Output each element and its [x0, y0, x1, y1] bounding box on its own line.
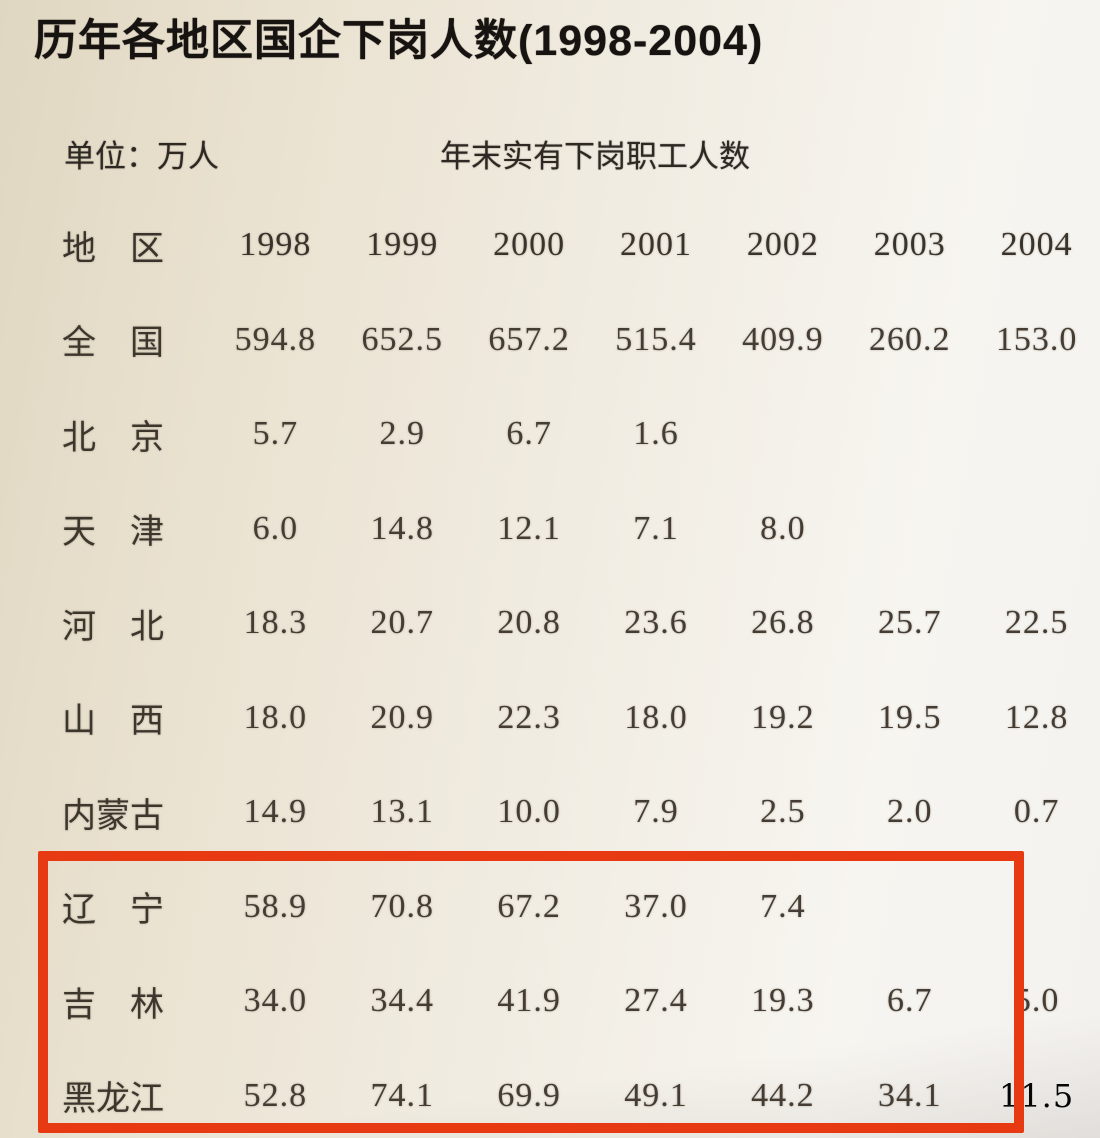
value-cell: 8.0 [760, 509, 806, 547]
table-row-heilongjiang: 黑龙江 52.8 74.1 69.9 49.1 44.2 34.1 11.5 [0, 1049, 1100, 1138]
table-row-shanxi: 山 西 18.0 20.9 22.3 18.0 19.2 19.5 12.8 [0, 671, 1100, 766]
value-cell: 153.0 [995, 320, 1078, 358]
unit-label: 单位：万人 [64, 139, 219, 174]
value-cell: 67.2 [497, 887, 561, 925]
value-cell: 594.8 [234, 320, 317, 358]
value-cell: 19.2 [751, 698, 815, 736]
region-cell: 天 津 [62, 514, 164, 552]
table-row-national: 全 国 594.8 652.5 657.2 515.4 409.9 260.2 … [0, 293, 1100, 388]
region-cell: 吉 林 [62, 986, 164, 1024]
table-row-beijing: 北 京 5.7 2.9 6.7 1.6 [0, 387, 1100, 482]
value-cell: 18.3 [243, 604, 308, 642]
value-cell: 37.0 [624, 887, 688, 925]
value-cell: 6.7 [506, 415, 552, 453]
value-cell: 10.0 [497, 793, 561, 831]
subtitle: 年末实有下岗职工人数 [440, 139, 750, 174]
value-cell: 7.1 [633, 509, 679, 547]
value-cell: 13.1 [370, 793, 435, 831]
value-cell: 12.8 [1004, 698, 1069, 736]
value-cell: 1.6 [633, 415, 679, 453]
value-cell: 7.9 [633, 793, 679, 831]
value-cell: 12.1 [497, 509, 561, 547]
value-cell: 18.0 [624, 698, 688, 736]
value-cell: 23.6 [624, 604, 688, 642]
value-cell: 34.0 [243, 982, 308, 1020]
value-cell: 260.2 [868, 320, 951, 358]
value-cell: 44.2 [751, 1076, 815, 1114]
value-cell: 5.7 [252, 415, 299, 453]
page-title: 历年各地区国企下岗人数(1998-2004) [34, 17, 764, 65]
year-header-cell: 2003 [873, 226, 946, 264]
value-cell: 34.1 [877, 1076, 942, 1114]
meta-row: 单位：万人 年末实有下岗职工人数 [0, 131, 1100, 175]
year-header-cell: 2004 [1000, 226, 1073, 264]
value-cell: 657.2 [488, 320, 570, 358]
value-cell: 49.1 [624, 1076, 688, 1114]
year-header-cell: 2002 [746, 226, 819, 264]
value-cell: 26.8 [751, 604, 815, 642]
value-cell: 18.0 [243, 698, 308, 736]
value-cell: 70.8 [370, 887, 435, 925]
value-cell: 2.0 [886, 793, 933, 831]
value-cell: 14.8 [370, 509, 435, 547]
table-row-neimenggu: 内蒙古 14.9 13.1 10.0 7.9 2.5 2.0 0.7 [0, 765, 1100, 860]
table-header-row: 地 区 1998 1999 2000 2001 2002 2003 2004 [0, 198, 1100, 293]
layoff-table: 地 区 1998 1999 2000 2001 2002 2003 2004 全… [0, 198, 1100, 1138]
value-cell: 19.5 [877, 698, 942, 736]
table-row-tianjin: 天 津 6.0 14.8 12.1 7.1 8.0 [0, 482, 1100, 577]
region-header-cell: 地 区 [62, 230, 164, 268]
year-header-cell: 1998 [239, 226, 312, 264]
value-cell: 0.7 [1013, 793, 1060, 831]
value-cell: 2.9 [379, 415, 426, 453]
year-header-cell: 2001 [620, 226, 692, 264]
value-cell: 69.9 [497, 1076, 561, 1114]
value-cell: 409.9 [742, 320, 824, 358]
value-cell: 74.1 [370, 1076, 435, 1114]
region-cell: 黑龙江 [62, 1081, 164, 1119]
value-cell: 5.0 [1013, 982, 1060, 1020]
table-row-hebei: 河 北 18.3 20.7 20.8 23.6 26.8 25.7 22.5 [0, 576, 1100, 671]
value-cell: 25.7 [877, 604, 942, 642]
value-cell: 515.4 [615, 320, 697, 358]
value-cell: 20.8 [497, 604, 561, 642]
value-cell: 19.3 [751, 982, 815, 1020]
table-row-jilin: 吉 林 34.0 34.4 41.9 27.4 19.3 6.7 5.0 [0, 954, 1100, 1049]
value-cell: 14.9 [243, 793, 308, 831]
value-cell: 2.5 [760, 793, 806, 831]
region-cell: 内蒙古 [62, 797, 164, 835]
value-cell: 27.4 [624, 982, 688, 1020]
value-cell: 652.5 [361, 320, 444, 358]
region-cell: 北 京 [62, 419, 164, 457]
value-cell: 52.8 [243, 1076, 308, 1114]
value-cell: 34.4 [370, 982, 435, 1020]
value-cell: 20.7 [370, 604, 435, 642]
value-cell: 20.9 [370, 698, 435, 736]
region-cell: 山 西 [62, 703, 164, 741]
year-header-cell: 1999 [366, 226, 439, 264]
region-cell: 全 国 [62, 325, 164, 363]
value-cell: 7.4 [760, 887, 806, 925]
year-header-cell: 2000 [493, 226, 566, 264]
value-cell: 11.5 [998, 1076, 1075, 1115]
value-cell: 58.9 [243, 887, 308, 925]
value-cell: 22.3 [497, 698, 561, 736]
table-row-liaoning: 辽 宁 58.9 70.8 67.2 37.0 7.4 [0, 860, 1100, 955]
region-cell: 河 北 [62, 608, 164, 646]
value-cell: 6.7 [886, 982, 933, 1020]
value-cell: 6.0 [252, 509, 299, 547]
region-cell: 辽 宁 [62, 892, 164, 930]
value-cell: 41.9 [497, 982, 561, 1020]
value-cell: 22.5 [1004, 604, 1069, 642]
